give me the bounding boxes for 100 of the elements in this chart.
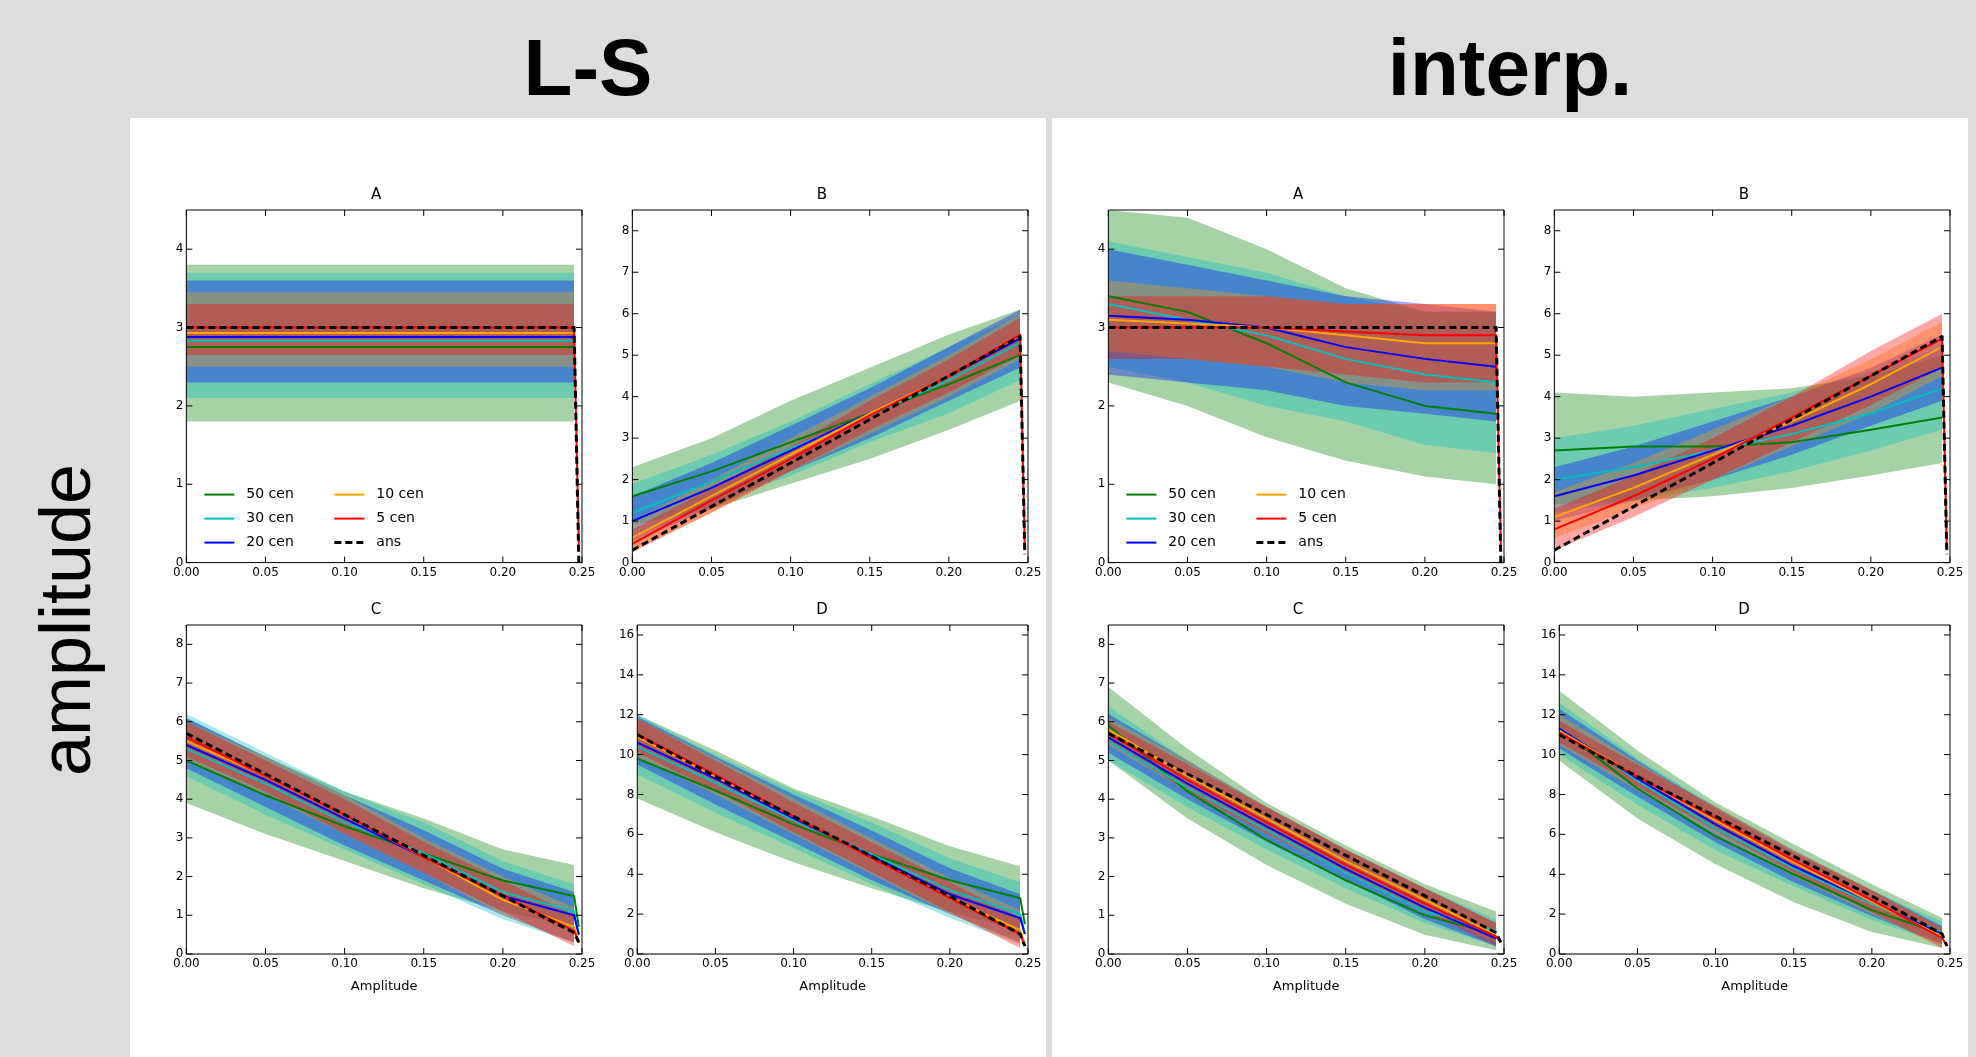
x-tick-label: 0.25 (1490, 564, 1518, 579)
x-tick-label: 0.25 (1014, 956, 1042, 971)
x-tick-label: 0.00 (1095, 956, 1122, 971)
y-tick-label: 2 (1097, 398, 1106, 413)
x-tick-label: 0.25 (568, 956, 596, 971)
y-tick-label: 3 (1097, 319, 1106, 334)
y-tick-label: 1 (1097, 476, 1106, 491)
y-tick-label: 4 (1543, 388, 1552, 403)
y-tick-label: 2 (175, 398, 184, 413)
x-tick-label: 0.05 (698, 564, 725, 579)
legend-label: 5 cen (376, 509, 415, 526)
chart-title: D (1738, 599, 1750, 618)
y-tick-label: 4 (1548, 866, 1557, 881)
y-tick-label: 8 (1548, 786, 1557, 801)
y-tick-label: 6 (621, 305, 630, 320)
y-tick-label: 7 (1097, 675, 1106, 690)
y-tick-label: 3 (621, 430, 630, 445)
x-tick-label: 0.00 (623, 956, 651, 971)
x-tick-label: 0.00 (1095, 564, 1122, 579)
legend-label: ans (1298, 533, 1324, 550)
y-tick-label: 10 (1540, 746, 1557, 761)
y-tick-label: 2 (621, 471, 630, 486)
y-tick-label: 4 (1097, 241, 1106, 256)
x-axis-title: Amplitude (1721, 977, 1788, 993)
x-axis-title: Amplitude (799, 977, 866, 993)
y-tick-label: 5 (1097, 752, 1106, 767)
x-tick-label: 0.10 (1253, 564, 1280, 579)
y-tick-label: 8 (1543, 222, 1552, 237)
chart-title: A (1292, 184, 1304, 203)
text: interp. (1386, 22, 1634, 114)
x-tick-label: 0.10 (1702, 956, 1729, 971)
chart-title: B (816, 184, 828, 203)
x-tick-label: 0.20 (1857, 564, 1885, 579)
x-tick-label: 0.25 (568, 564, 596, 579)
x-tick-label: 0.05 (252, 956, 279, 971)
chart-title: B (1738, 184, 1750, 203)
legend-label: ans (376, 533, 402, 550)
x-tick-label: 0.10 (1253, 956, 1280, 971)
x-tick-label: 0.15 (410, 564, 438, 579)
legend-label: 30 cen (1168, 509, 1216, 526)
legend-label: 5 cen (1298, 509, 1337, 526)
x-axis-title: Amplitude (1272, 977, 1340, 993)
x-tick-label: 0.00 (173, 956, 200, 971)
x-tick-label: 0.20 (936, 956, 964, 971)
x-tick-label: 0.00 (1545, 956, 1573, 971)
legend-label: 30 cen (246, 509, 294, 526)
x-tick-label: 0.10 (331, 956, 358, 971)
x-tick-label: 0.20 (1858, 956, 1886, 971)
x-tick-label: 0.25 (1490, 956, 1518, 971)
y-tick-label: 3 (1543, 430, 1552, 445)
y-tick-label: 7 (621, 264, 630, 279)
x-tick-label: 0.25 (1014, 564, 1042, 579)
y-tick-label: 7 (175, 675, 184, 690)
chart-title: A (370, 184, 382, 203)
y-tick-label: 8 (1097, 636, 1106, 651)
y-tick-label: 6 (175, 713, 184, 728)
x-tick-label: 0.05 (1620, 564, 1647, 579)
x-tick-label: 0.20 (489, 564, 517, 579)
y-tick-label: 8 (621, 222, 630, 237)
y-tick-label: 2 (626, 906, 635, 921)
y-tick-label: 16 (1540, 627, 1557, 642)
legend-label: 50 cen (246, 485, 294, 502)
y-tick-label: 6 (1543, 305, 1552, 320)
legend-label: 20 cen (1168, 533, 1216, 550)
x-tick-label: 0.05 (1624, 956, 1651, 971)
y-tick-label: 3 (1097, 830, 1106, 845)
x-tick-label: 0.20 (1411, 956, 1439, 971)
legend-label: 10 cen (376, 485, 424, 502)
x-tick-label: 0.15 (856, 564, 884, 579)
y-tick-label: 3 (175, 319, 184, 334)
text: amplitude (24, 463, 106, 777)
y-tick-label: 4 (175, 241, 184, 256)
x-tick-label: 0.05 (1174, 956, 1201, 971)
text: L-S (522, 22, 654, 114)
y-tick-label: 2 (1548, 906, 1557, 921)
x-tick-label: 0.05 (1174, 564, 1201, 579)
x-tick-label: 0.05 (252, 564, 279, 579)
y-tick-label: 2 (1097, 868, 1106, 883)
y-tick-label: 2 (1543, 471, 1552, 486)
y-tick-label: 8 (626, 786, 635, 801)
x-tick-label: 0.20 (935, 564, 963, 579)
x-axis-title: Amplitude (350, 977, 418, 993)
y-tick-label: 6 (1548, 826, 1557, 841)
x-tick-label: 0.15 (1780, 956, 1808, 971)
legend-label: 50 cen (1168, 485, 1216, 502)
y-tick-label: 10 (618, 746, 635, 761)
x-tick-label: 0.20 (1411, 564, 1439, 579)
y-tick-label: 4 (626, 866, 635, 881)
y-tick-label: 1 (175, 907, 184, 922)
y-tick-label: 4 (175, 791, 184, 806)
legend-label: 10 cen (1298, 485, 1346, 502)
y-tick-label: 12 (1540, 706, 1557, 721)
x-tick-label: 0.25 (1936, 956, 1964, 971)
y-tick-label: 5 (1543, 347, 1552, 362)
y-tick-label: 16 (618, 627, 635, 642)
x-tick-label: 0.00 (1541, 564, 1568, 579)
legend-label: 20 cen (246, 533, 294, 550)
y-tick-label: 3 (175, 830, 184, 845)
x-tick-label: 0.05 (702, 956, 729, 971)
x-tick-label: 0.15 (858, 956, 886, 971)
